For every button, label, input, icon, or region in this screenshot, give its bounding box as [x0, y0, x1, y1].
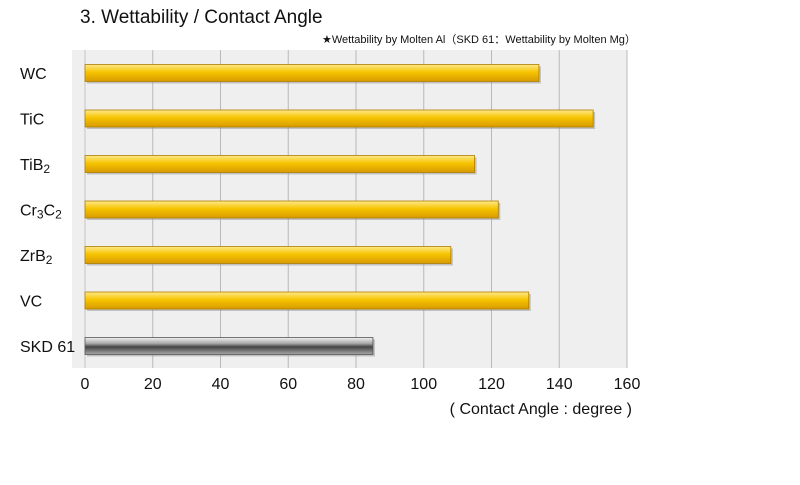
x-tick-label: 0 — [81, 376, 90, 393]
category-label: WC — [20, 66, 47, 83]
x-axis-title: ( Contact Angle : degree ) — [450, 401, 632, 418]
category-label: TiB2 — [20, 157, 50, 176]
category-label: SKD 61 — [20, 339, 75, 356]
bar-tib2 — [84, 155, 475, 173]
bar-wc — [84, 64, 540, 82]
category-subscript: 2 — [55, 208, 62, 222]
bar-zrb2 — [84, 246, 452, 264]
category-text: VC — [20, 294, 42, 311]
category-text: C — [44, 203, 56, 220]
chart-title: 3. Wettability / Contact Angle — [80, 7, 323, 28]
category-subscript: 2 — [46, 253, 53, 267]
chart-note: ★Wettability by Molten Al（SKD 61：Wettabi… — [322, 34, 636, 46]
bar-vc — [84, 291, 530, 310]
x-tick-label: 60 — [279, 376, 297, 393]
category-text: ZrB — [20, 248, 46, 265]
bar-skd-61 — [84, 337, 374, 355]
x-tick-label: 40 — [212, 376, 230, 393]
x-tick-label: 120 — [478, 376, 505, 393]
x-axis-ticks: 0 20 40 60 80 100 120 140 160 — [81, 376, 641, 393]
category-text: TiB — [20, 157, 43, 174]
category-label: TiC — [20, 112, 44, 129]
category-text: SKD 61 — [20, 339, 75, 356]
x-tick-label: 100 — [410, 376, 437, 393]
category-label: VC — [20, 294, 42, 311]
category-label: ZrB2 — [20, 248, 53, 267]
x-tick-label: 140 — [546, 376, 573, 393]
bars — [84, 64, 596, 357]
category-text: WC — [20, 66, 47, 83]
x-tick-label: 160 — [614, 376, 641, 393]
category-subscript: 2 — [43, 162, 50, 176]
x-tick-label: 20 — [144, 376, 162, 393]
x-tick-label: 80 — [347, 376, 365, 393]
category-text: TiC — [20, 112, 44, 129]
category-text: Cr — [20, 203, 38, 220]
bar-tic — [84, 109, 594, 128]
category-label: Cr3C2 — [20, 203, 62, 222]
category-subscript: 3 — [37, 208, 44, 222]
bar-cr3c2 — [84, 200, 499, 219]
